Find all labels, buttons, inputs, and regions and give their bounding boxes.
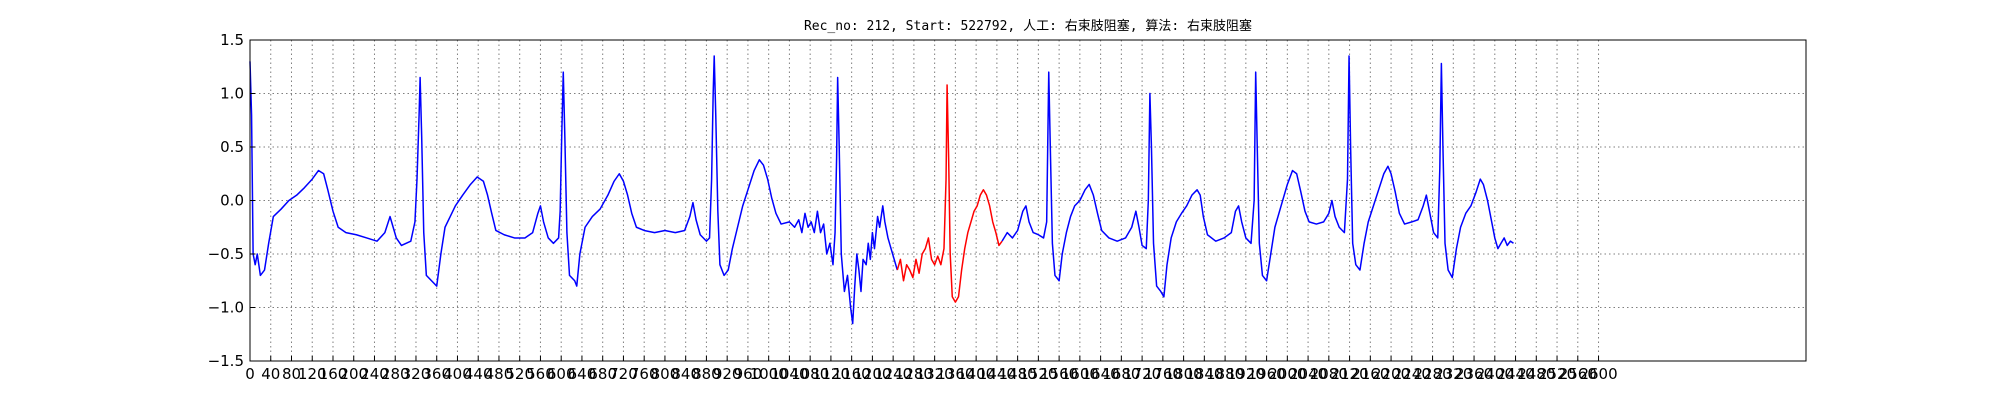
x-tick-label: 760 [630, 365, 659, 383]
x-tick-label: 2400 [1476, 365, 1514, 383]
x-tick-label: 360 [422, 365, 451, 383]
x-tick-label: 2120 [1330, 365, 1368, 383]
x-tick-label: 800 [651, 365, 680, 383]
x-tick-label: 1200 [853, 365, 891, 383]
x-tick-label: 400 [443, 365, 472, 383]
x-tick-label: 920 [713, 365, 742, 383]
x-tick-label: 440 [464, 365, 493, 383]
x-tick-label: 1520 [1019, 365, 1057, 383]
x-tick-label: 1440 [978, 365, 1016, 383]
x-tick-label: 2160 [1351, 365, 1389, 383]
x-tick-label: 1560 [1040, 365, 1078, 383]
x-tick-label: 1400 [957, 365, 995, 383]
x-tick-label: 2520 [1538, 365, 1576, 383]
grid-lines [250, 40, 1806, 361]
x-tick-label: 640 [568, 365, 597, 383]
x-tick-label: 1360 [936, 365, 974, 383]
x-tick-label: 480 [485, 365, 514, 383]
y-tick-label: −1.0 [208, 299, 244, 317]
x-tick-label: 1920 [1227, 365, 1265, 383]
x-tick-label: 680 [588, 365, 617, 383]
y-tick-label: −0.5 [208, 245, 244, 263]
x-tick-label: 280 [381, 365, 410, 383]
x-tick-label: 2560 [1559, 365, 1597, 383]
x-tick-label: 1680 [1102, 365, 1140, 383]
series-layer [249, 55, 1514, 325]
x-tick-label: 2600 [1579, 365, 1617, 383]
x-tick-label: 2200 [1372, 365, 1410, 383]
x-tick-label: 320 [402, 365, 431, 383]
x-tick-label: 2040 [1289, 365, 1327, 383]
plot-frame [249, 39, 1807, 362]
x-tick-label: 1120 [812, 365, 850, 383]
chart-title: Rec_no: 212, Start: 522792, 人工: 右束肢阻塞, 算… [804, 18, 1252, 34]
x-tick-label: 1040 [770, 365, 808, 383]
x-tick-label: 1720 [1123, 365, 1161, 383]
x-tick-label: 1080 [791, 365, 829, 383]
x-tick-label: 1480 [999, 365, 1037, 383]
ecg-series-line-1 [249, 55, 899, 325]
y-tick-label: 1.5 [220, 31, 244, 49]
x-tick-label: 720 [609, 365, 638, 383]
y-tick-label: 0.0 [220, 192, 244, 210]
y-tick-label: 1.0 [220, 85, 244, 103]
ecg-series-line-2 [896, 84, 1003, 303]
x-tick-label: 2080 [1310, 365, 1348, 383]
x-tick-label: 200 [339, 365, 368, 383]
x-tick-label: 560 [526, 365, 555, 383]
x-tick-label: 1640 [1082, 365, 1120, 383]
x-tick-label: 2320 [1434, 365, 1472, 383]
x-tick-label: 1320 [916, 365, 954, 383]
x-tick-label: 2360 [1455, 365, 1493, 383]
x-tick-label: 2440 [1496, 365, 1534, 383]
y-tick-label: −1.5 [208, 352, 244, 370]
x-tick-label: 2000 [1268, 365, 1306, 383]
x-tick-label: 2240 [1393, 365, 1431, 383]
x-tick-label: 1160 [833, 365, 871, 383]
x-tick-label: 1000 [750, 365, 788, 383]
x-tick-label: 1840 [1185, 365, 1223, 383]
x-tick-label: 40 [261, 365, 280, 383]
x-tick-label: 1760 [1144, 365, 1182, 383]
x-tick-label: 1960 [1247, 365, 1285, 383]
x-tick-label: 840 [671, 365, 700, 383]
x-tick-label: 1280 [895, 365, 933, 383]
x-tick-label: 160 [319, 365, 348, 383]
ecg-series-line-3 [1001, 55, 1514, 298]
x-tick-label: 2480 [1517, 365, 1555, 383]
x-tick-label: 880 [692, 365, 721, 383]
y-axis-ticks: 1.5 1.0 0.5 0.0 −0.5 −1.0 −1.5 [208, 31, 255, 370]
x-tick-label: 240 [360, 365, 389, 383]
y-tick-label: 0.5 [220, 138, 244, 156]
x-tick-label: 960 [734, 365, 763, 383]
x-tick-label: 120 [298, 365, 327, 383]
x-tick-label: 0 [245, 365, 255, 383]
x-tick-label: 1880 [1206, 365, 1244, 383]
x-axis-ticks: 0 40 8012016020024028032036040044048052056… [245, 356, 1618, 383]
x-tick-label: 520 [505, 365, 534, 383]
x-tick-label: 1600 [1061, 365, 1099, 383]
x-tick-label: 80 [282, 365, 301, 383]
x-tick-label: 1800 [1165, 365, 1203, 383]
x-tick-label: 600 [547, 365, 576, 383]
x-tick-label: 1240 [874, 365, 912, 383]
x-tick-label: 2280 [1413, 365, 1451, 383]
